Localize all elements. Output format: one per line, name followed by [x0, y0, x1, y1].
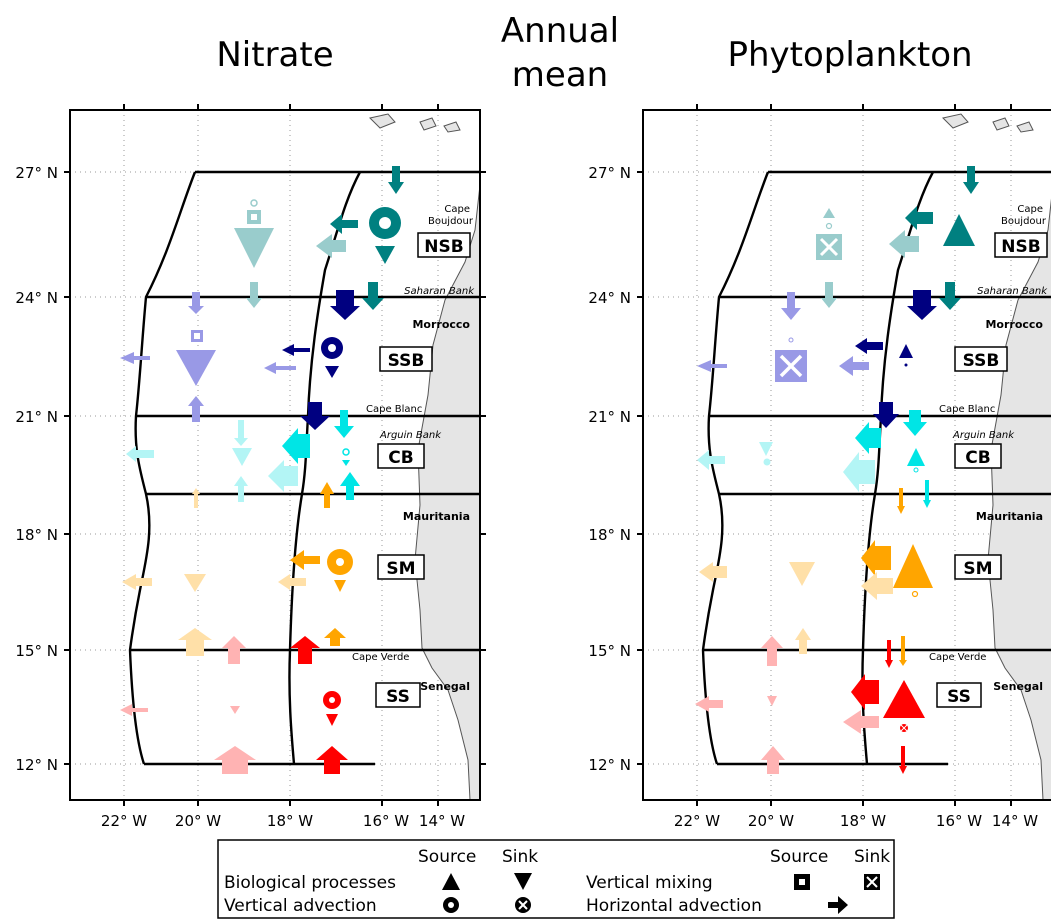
title-annual: Annual [501, 11, 619, 51]
title-phytoplankton: Phytoplankton [727, 35, 972, 75]
place-cape-verde: Cape Verde [352, 652, 409, 663]
region-nsb: NSB [1001, 237, 1040, 257]
lon-tick-22: 22° W [674, 812, 720, 830]
region-cb: CB [965, 448, 990, 468]
place-morrocco: Morrocco [985, 318, 1043, 331]
panel-phytoplankton: Cape Boujdour Saharan Bank Morrocco Cape… [588, 103, 1051, 830]
legend-sink-header-2: Sink [854, 847, 890, 867]
legend-bio-label: Biological processes [224, 873, 396, 893]
place-saharan-bank: Saharan Bank [977, 286, 1048, 297]
region-nsb: NSB [424, 237, 463, 257]
legend-source-header-2: Source [770, 847, 828, 867]
region-labels: NSB SSB CB SM SS [375, 232, 471, 708]
nitrate-cb-symbols [126, 402, 360, 508]
lat-tick-27: 27° N [15, 164, 58, 182]
place-cape-boujdour-1: Cape [444, 204, 470, 215]
legend-hadv-arrow-icon [828, 896, 848, 914]
legend-hadv-label: Horizontal advection [586, 896, 762, 916]
place-cape-blanc: Cape Blanc [939, 404, 995, 415]
lat-tick-15: 15° N [588, 642, 631, 660]
place-mauritania: Mauritania [976, 510, 1043, 523]
place-cape-boujdour-1: Cape [1017, 204, 1043, 215]
nitrate-ss-symbols [120, 636, 348, 774]
lon-tick-22: 22° W [101, 812, 147, 830]
lat-tick-24: 24° N [588, 289, 631, 307]
lat-tick-18: 18° N [588, 526, 631, 544]
place-cape-boujdour-2: Boujdour [1001, 216, 1047, 227]
legend-sink-header-1: Sink [502, 847, 538, 867]
title-mean: mean [512, 55, 608, 95]
panel-nitrate: Cape Boujdour Saharan Bank Morrocco Cape… [15, 103, 487, 830]
place-cape-blanc: Cape Blanc [366, 404, 422, 415]
lat-tick-18: 18° N [15, 526, 58, 544]
lon-tick-14: 14° W [992, 812, 1038, 830]
phyto-ssb-symbols [697, 337, 913, 382]
legend-bio-source-icon [442, 873, 460, 890]
place-arguin-bank: Arguin Bank [952, 430, 1015, 441]
phyto-sm-symbols [699, 540, 933, 666]
phyto-ss-symbols [695, 636, 925, 774]
lat-tick-27: 27° N [588, 164, 631, 182]
phyto-nsb-symbols [781, 166, 979, 320]
legend-vadv-source-icon [443, 897, 459, 913]
lon-tick-18: 18° W [267, 812, 313, 830]
region-labels: NSB SSB CB SM SS [936, 232, 1048, 708]
region-ss: SS [947, 687, 971, 707]
place-cape-verde: Cape Verde [929, 652, 986, 663]
lon-tick-20: 20° W [748, 812, 794, 830]
region-ssb: SSB [963, 351, 1000, 371]
title-nitrate: Nitrate [216, 35, 333, 75]
lat-tick-21: 21° N [588, 408, 631, 426]
lon-tick-16: 16° W [936, 812, 982, 830]
region-ssb: SSB [388, 351, 425, 371]
place-saharan-bank: Saharan Bank [404, 286, 475, 297]
legend-bio-sink-icon [514, 873, 532, 890]
region-cb: CB [388, 448, 413, 468]
legend-vmix-source-icon [794, 874, 810, 890]
legend-vmix-label: Vertical mixing [586, 873, 713, 893]
legend-vadv-label: Vertical advection [224, 896, 377, 916]
legend: Source Sink Source Sink Biological proce… [217, 839, 895, 919]
place-senegal: Senegal [993, 680, 1043, 693]
region-ss: SS [386, 687, 410, 707]
region-sm: SM [963, 559, 992, 579]
lat-tick-21: 21° N [15, 408, 58, 426]
lat-tick-24: 24° N [15, 289, 58, 307]
place-arguin-bank: Arguin Bank [379, 430, 442, 441]
lon-tick-20: 20° W [175, 812, 221, 830]
lat-tick-15: 15° N [15, 642, 58, 660]
nitrate-nsb-symbols [234, 166, 404, 320]
lat-tick-12: 12° N [15, 756, 58, 774]
place-cape-boujdour-2: Boujdour [428, 216, 474, 227]
nitrate-ssb-symbols [120, 292, 343, 422]
lon-tick-14: 14° W [419, 812, 465, 830]
place-senegal: Senegal [420, 680, 470, 693]
place-morrocco: Morrocco [412, 318, 470, 331]
phyto-cb-symbols [697, 402, 931, 514]
lon-tick-18: 18° W [840, 812, 886, 830]
lat-tick-12: 12° N [588, 756, 631, 774]
nitrate-sm-symbols [122, 549, 353, 656]
legend-source-header-1: Source [418, 847, 476, 867]
place-mauritania: Mauritania [403, 510, 470, 523]
legend-vmix-sink-icon [864, 874, 880, 890]
legend-vadv-sink-icon [515, 897, 531, 913]
region-sm: SM [386, 559, 415, 579]
lon-tick-16: 16° W [363, 812, 409, 830]
